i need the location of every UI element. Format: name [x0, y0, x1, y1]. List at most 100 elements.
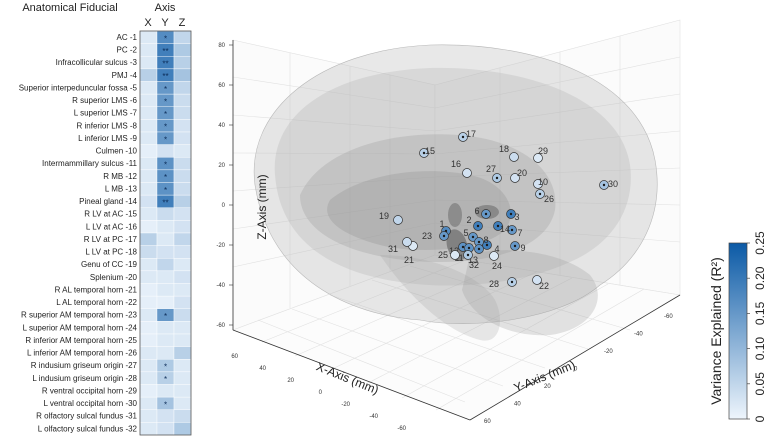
heatmap-cell [139, 308, 158, 322]
x-tick-label: -60 [397, 426, 406, 432]
heatmap-cell [139, 422, 158, 436]
row-label: L superior AM temporal horn -24 [23, 323, 138, 332]
row-label: R olfactory sulcal fundus -31 [36, 412, 137, 421]
heatmap-cell [139, 43, 158, 57]
heatmap-cell [139, 81, 158, 95]
x-tick-label: 60 [231, 354, 238, 360]
significance-marker: ** [162, 47, 168, 56]
y-tick-label: -40 [634, 332, 643, 338]
row-label: Intermammillary sulcus -11 [42, 159, 138, 168]
x-axis-ticks: 60 40 20 0 -20 -40 -60 [231, 354, 406, 432]
row-label: Culmen -10 [96, 147, 138, 156]
colorbar-tick-label: 0.20 [753, 266, 767, 290]
heatmap-cell [173, 245, 192, 259]
row-label: Superior interpeduncular fossa -5 [19, 83, 138, 92]
significance-marker: * [164, 123, 167, 132]
significance-marker: * [164, 173, 167, 182]
row-label: R ventral occipital horn -29 [42, 386, 138, 395]
heatmap-cell [173, 258, 192, 272]
point-marker [489, 251, 499, 261]
point-marker [462, 168, 472, 178]
z-tick-label: -20 [216, 243, 225, 249]
point-label: 17 [466, 129, 476, 139]
fiducial-point-23: 23 [422, 231, 449, 241]
heatmap-axis-title: Axis [155, 2, 176, 14]
row-label: R superior LMS -6 [72, 96, 137, 105]
point-center-dot [467, 246, 471, 250]
point-label: 11 [454, 253, 463, 263]
axis-edges [232, 40, 681, 421]
heatmap-cell [139, 359, 158, 373]
fiducial-point-17: 17 [458, 129, 476, 142]
x-tick-label: -40 [369, 414, 378, 420]
heatmap-cell [156, 270, 175, 284]
significance-marker: * [164, 400, 167, 409]
y-axis-ticks: 60 40 20 0 -20 -40 -60 [484, 314, 673, 425]
heatmap-cell [139, 93, 158, 107]
fiducial-point-25: 25 [438, 250, 460, 260]
heatmap-cell [173, 295, 192, 309]
heatmap-cell [156, 232, 175, 246]
point-center-dot [476, 224, 480, 228]
point-label: 22 [539, 281, 549, 291]
point-label: 9 [520, 243, 525, 253]
significance-marker: * [164, 161, 167, 170]
z-tick-label: 80 [218, 43, 225, 49]
heatmap-cell [173, 131, 192, 145]
point-center-dot [442, 234, 446, 238]
significance-marker: ** [162, 60, 168, 69]
row-label: L LV at AC -16 [86, 222, 138, 231]
column-label-z: Z [179, 17, 186, 29]
fiducial-point-14: 14 [493, 221, 510, 234]
heatmap-cell [173, 422, 192, 436]
fiducial-point-32: 32 [463, 250, 479, 270]
column-label-y: Y [161, 17, 169, 29]
fiducial-point-28: 28 [489, 277, 517, 289]
heatmap-cell [173, 157, 192, 171]
row-label: Genu of CC -19 [81, 260, 138, 269]
x-tick-label: 40 [259, 366, 266, 372]
colorbar-tick-label: 0.15 [753, 301, 767, 325]
fiducial-point-3: 3 [506, 209, 520, 222]
heatmap-cell [156, 321, 175, 335]
point-label: 14 [500, 224, 510, 234]
colorbar: 0 0.05 0.10 0.15 0.20 0.25 Variance Explained… [708, 231, 767, 422]
point-center-dot [496, 224, 500, 228]
row-label: R MB -12 [103, 172, 137, 181]
heatmap-cell [173, 232, 192, 246]
significance-marker: ** [162, 198, 168, 207]
heatmap-border [139, 30, 192, 436]
significance-marker: * [164, 375, 167, 384]
heatmap-cell [173, 409, 192, 423]
row-label: L LV at PC -18 [85, 248, 137, 257]
point-label: 24 [492, 261, 502, 271]
heatmap-cell [139, 157, 158, 171]
heatmap-cell [173, 43, 192, 57]
row-label: L AL temporal horn -22 [56, 298, 137, 307]
point-marker [509, 152, 519, 162]
row-label: R LV at PC -17 [84, 235, 138, 244]
heatmap-cell [139, 144, 158, 158]
fiducial-point-18: 18 [499, 144, 519, 162]
point-label: 8 [483, 235, 488, 245]
point-marker [510, 173, 520, 183]
y-tick-label: 0 [574, 367, 578, 373]
point-center-dot [461, 245, 465, 249]
heatmap-cell [139, 30, 158, 44]
heatmap-cell [173, 333, 192, 347]
y-tick-label: 60 [484, 419, 491, 425]
point-label: 28 [489, 279, 499, 289]
fiducial-point-26: 26 [535, 189, 554, 204]
point-center-dot [510, 280, 514, 284]
heatmap-cell [173, 93, 192, 107]
heatmap-cell [139, 106, 158, 120]
row-label: R LV at AC -15 [84, 210, 137, 219]
heatmap-cell [156, 283, 175, 297]
point-center-dot [484, 212, 488, 216]
z-axis-label: Z-Axis (mm) [255, 174, 269, 239]
heatmap-cell [139, 68, 158, 82]
heatmap-cell [173, 144, 192, 158]
point-label: 29 [538, 146, 548, 156]
heatmap-cell [156, 258, 175, 272]
heatmap-cell [156, 409, 175, 423]
